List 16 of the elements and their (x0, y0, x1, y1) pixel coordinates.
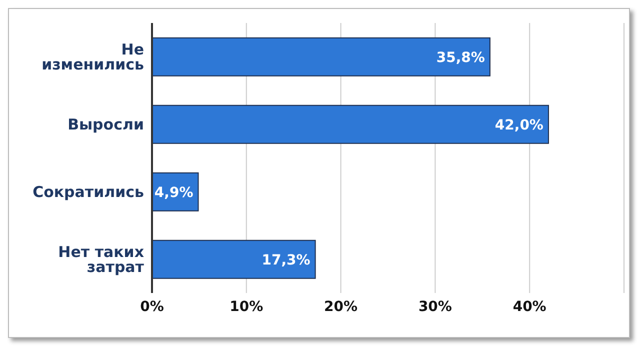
bar (152, 104, 549, 144)
x-tick-label: 40% (512, 298, 546, 315)
x-tick-label: 20% (324, 298, 358, 315)
y-tick-label: Нет таких затрат (58, 243, 144, 276)
data-label: 42,0% (494, 117, 544, 134)
data-label: 17,3% (262, 252, 310, 268)
data-label: 4,9% (154, 184, 194, 201)
bar (152, 240, 316, 279)
x-tick-label: 0% (140, 298, 164, 315)
y-tick-label: Выросли (68, 116, 144, 134)
x-tick-label: 10% (230, 298, 264, 315)
x-tick-label: 30% (418, 298, 452, 315)
data-label: 35,8% (436, 50, 485, 66)
bar (152, 37, 490, 76)
y-tick-label: Не изменились (42, 40, 144, 74)
y-tick-label: Сократились (32, 183, 144, 202)
